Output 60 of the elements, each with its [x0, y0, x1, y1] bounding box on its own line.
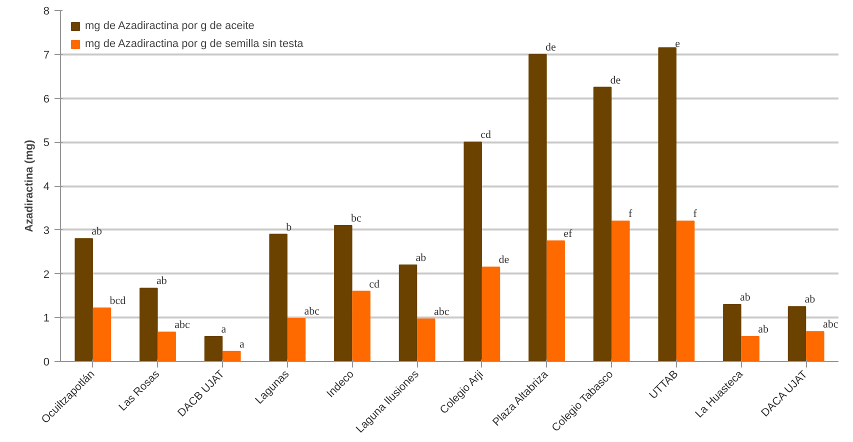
bar: [723, 304, 742, 362]
y-tick-label: 2: [43, 268, 50, 281]
bar: [546, 240, 565, 362]
bar: [806, 331, 824, 362]
bar: [269, 234, 288, 362]
data-label: a: [221, 323, 226, 336]
y-tick-label: 0: [43, 356, 50, 368]
bar: [593, 86, 612, 362]
data-label: a: [239, 338, 244, 350]
bar: [92, 307, 112, 362]
data-label: b: [286, 221, 292, 234]
y-axis-title: Azadiractina (mg): [23, 140, 36, 232]
data-label: cd: [480, 129, 492, 142]
bar: [74, 238, 93, 362]
bar: [334, 224, 352, 362]
bar: [352, 290, 370, 362]
y-tick-label: 6: [43, 93, 50, 106]
data-label: bc: [350, 212, 362, 224]
bar: [464, 142, 482, 362]
bar: [417, 318, 436, 362]
legend-label: mg de Azadiractina por g de aceite: [85, 20, 254, 32]
bar: [612, 220, 630, 362]
data-label: abc: [304, 306, 320, 318]
data-label: ab: [740, 291, 751, 304]
data-label: ef: [564, 228, 572, 240]
data-label: abc: [174, 319, 190, 332]
data-label: ab: [92, 226, 102, 238]
bar: [158, 332, 176, 362]
data-label: de: [610, 74, 621, 86]
data-label: ab: [416, 252, 427, 264]
bar: [140, 288, 158, 362]
data-label: bcd: [110, 294, 126, 307]
data-label: f: [693, 208, 698, 220]
bar: [222, 350, 241, 362]
data-label: ab: [156, 275, 168, 288]
bar: [658, 47, 676, 362]
bar: [482, 266, 500, 362]
data-label: e: [675, 38, 680, 50]
data-label: f: [628, 208, 632, 220]
bar: [676, 220, 695, 362]
data-label: ab: [758, 323, 769, 336]
data-label: de: [498, 254, 510, 266]
bar: [528, 54, 547, 362]
bar: [204, 336, 223, 362]
y-tick-label: 7: [43, 49, 50, 62]
y-tick-label: 1: [43, 312, 50, 325]
data-label: abc: [434, 306, 450, 318]
y-tick-label: 4: [43, 181, 50, 193]
y-tick-label: 8: [43, 6, 50, 18]
y-tick-label: 3: [43, 224, 50, 237]
data-label: de: [545, 41, 556, 54]
legend-label: mg de Azadiractina por g de semilla sin testa: [85, 38, 304, 50]
bar: [398, 264, 418, 362]
bar: [287, 318, 306, 362]
data-label: abc: [822, 318, 838, 331]
data-label: ab: [804, 294, 816, 306]
y-tick-label: 5: [43, 137, 50, 150]
data-label: cd: [369, 278, 380, 290]
bar: [788, 306, 806, 362]
bar: [741, 336, 760, 362]
